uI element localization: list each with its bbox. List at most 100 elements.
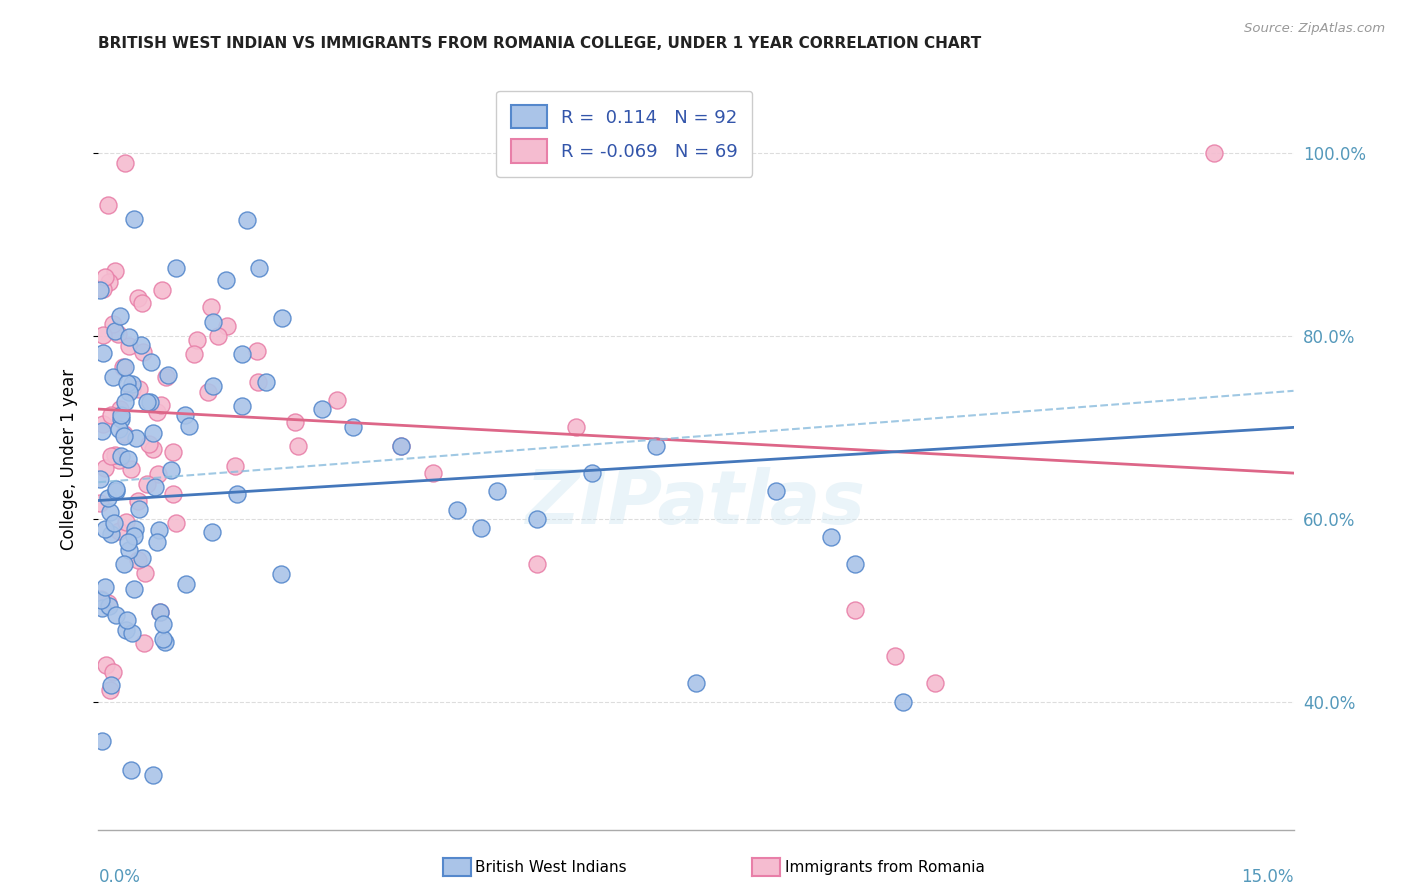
Point (138, 436, 160, 450)
Text: 0.0%: 0.0% (98, 869, 141, 887)
Point (134, 636, 156, 650)
Point (122, 211, 145, 226)
Point (112, 557, 135, 571)
Point (104, 324, 127, 338)
Point (145, 480, 167, 494)
Point (110, 411, 132, 425)
Point (110, 449, 132, 463)
Point (128, 382, 150, 396)
Point (153, 634, 176, 648)
Point (117, 452, 139, 467)
Point (115, 623, 138, 637)
Point (162, 445, 184, 459)
Point (98, 599, 121, 613)
Point (91, 346, 114, 360)
Point (90, 592, 112, 607)
Point (105, 483, 128, 497)
Point (91, 417, 114, 432)
Point (108, 422, 131, 436)
Point (174, 409, 197, 423)
Point (103, 516, 125, 531)
Point (104, 264, 127, 278)
Point (121, 626, 143, 640)
Point (94, 270, 117, 285)
Point (90, 593, 112, 607)
Point (120, 764, 142, 778)
Point (136, 477, 159, 491)
Point (108, 453, 131, 467)
Point (202, 314, 225, 328)
Point (165, 516, 187, 531)
Point (91, 328, 114, 343)
Point (125, 431, 148, 445)
Point (820, 530, 842, 544)
Point (270, 566, 292, 581)
Point (101, 665, 124, 679)
Point (422, 466, 444, 480)
Point (118, 339, 141, 353)
Point (254, 375, 277, 389)
Point (200, 300, 222, 314)
Point (197, 385, 219, 400)
Point (284, 416, 307, 430)
Point (148, 523, 170, 537)
Point (103, 317, 125, 331)
Text: 15.0%: 15.0% (1241, 869, 1294, 887)
Point (884, 648, 907, 663)
Point (311, 402, 333, 417)
Point (115, 376, 138, 391)
Point (97, 275, 120, 289)
Point (207, 329, 229, 343)
Text: Source: ZipAtlas.com: Source: ZipAtlas.com (1244, 22, 1385, 36)
Point (105, 484, 128, 499)
Text: BRITISH WEST INDIAN VS IMMIGRANTS FROM ROMANIA COLLEGE, UNDER 1 YEAR CORRELATION: BRITISH WEST INDIAN VS IMMIGRANTS FROM R… (98, 36, 981, 51)
Point (224, 458, 246, 473)
Y-axis label: College, Under 1 year: College, Under 1 year (59, 368, 77, 550)
Point (122, 529, 145, 543)
Point (98, 683, 121, 698)
Point (120, 461, 142, 475)
Point (152, 632, 174, 646)
Point (94, 580, 117, 594)
Point (149, 605, 172, 619)
Point (138, 395, 160, 409)
Point (246, 344, 269, 359)
Point (112, 426, 135, 441)
Text: Immigrants from Romania: Immigrants from Romania (785, 860, 984, 874)
Point (526, 512, 548, 526)
Point (236, 212, 259, 227)
Point (226, 487, 249, 501)
Point (131, 296, 153, 310)
Point (152, 617, 174, 632)
Point (146, 535, 169, 549)
Point (103, 449, 125, 463)
Point (114, 156, 136, 170)
Point (98, 505, 121, 519)
Point (645, 439, 668, 453)
Point (389, 439, 412, 453)
Point (121, 376, 143, 391)
Point (107, 326, 129, 341)
Point (89, 472, 111, 486)
Point (685, 676, 707, 690)
Point (148, 605, 170, 619)
Point (117, 613, 139, 627)
Point (89, 496, 111, 510)
Point (114, 515, 136, 529)
Point (94, 461, 117, 475)
Point (231, 399, 253, 413)
Point (326, 392, 349, 407)
Point (112, 429, 135, 443)
Point (110, 409, 132, 423)
Point (97, 596, 120, 610)
Point (142, 426, 165, 441)
Point (114, 395, 136, 409)
Point (389, 439, 412, 453)
Point (93, 282, 115, 296)
Point (844, 558, 866, 572)
Point (162, 487, 184, 501)
Point (111, 359, 134, 374)
Point (105, 607, 128, 622)
Point (118, 542, 141, 557)
Point (91, 601, 114, 615)
